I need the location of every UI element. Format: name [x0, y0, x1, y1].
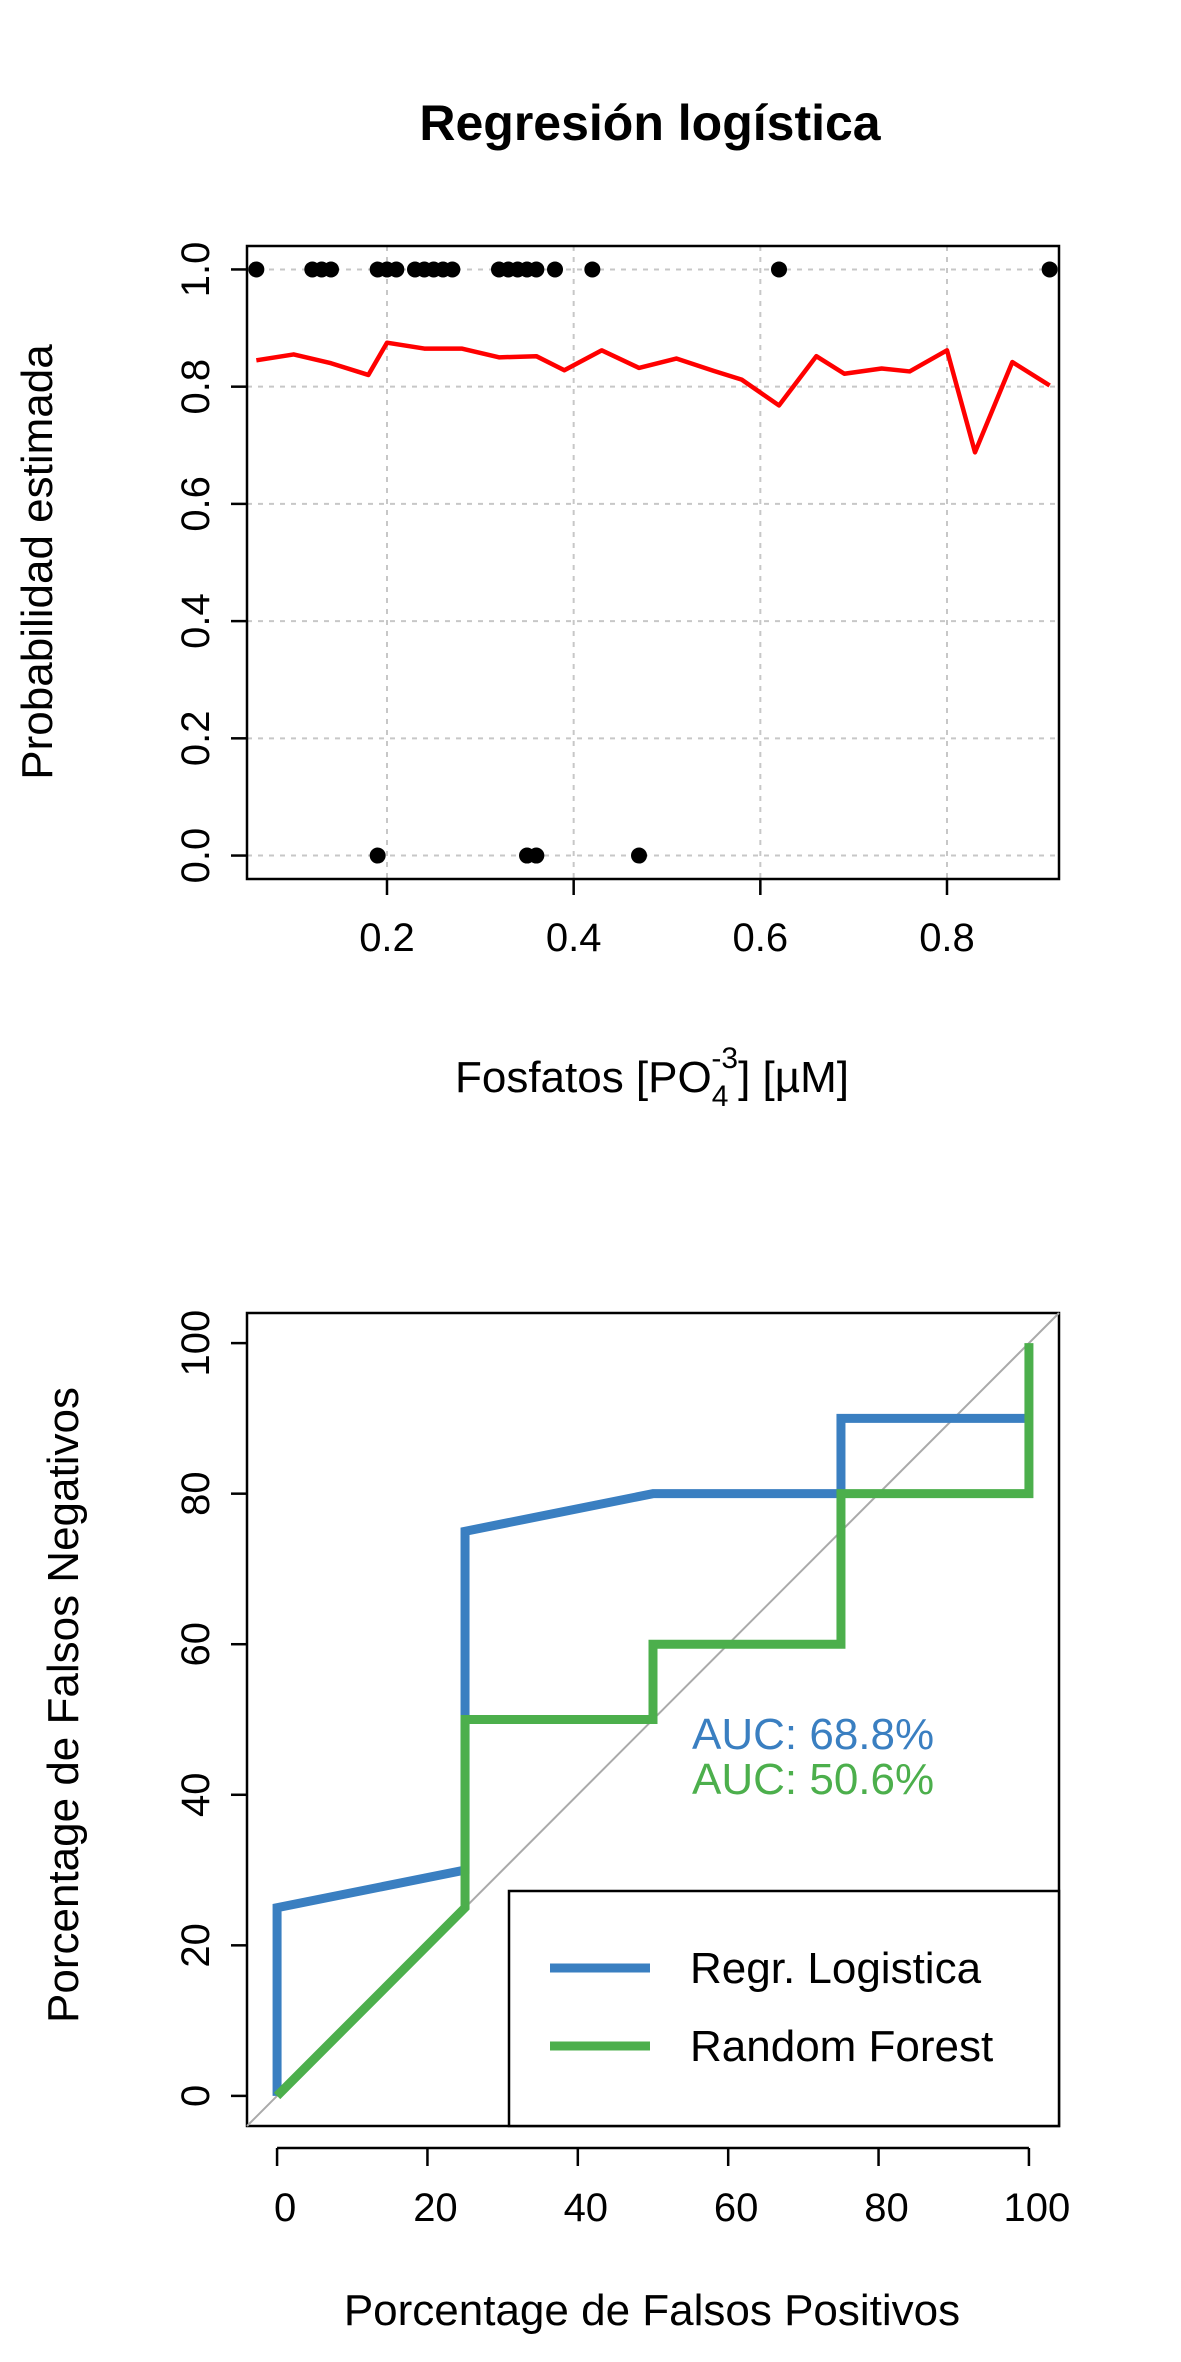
observation-point	[528, 847, 545, 864]
chart-2-x-tick-label-4: 80	[864, 2186, 909, 2230]
chart-1-y-tick-label-2: 0.4	[174, 593, 218, 649]
chart-2-legend: Regr. Logistica Random Forest	[507, 1889, 1061, 2128]
chart-1-x-tick-label-1: 0.4	[546, 916, 602, 960]
chart-1-x-axis-label: Fosfatos [PO4 -3] [µM]	[455, 1042, 849, 1113]
chart-1-x-tick-label-2: 0.6	[733, 916, 789, 960]
observation-point	[631, 847, 647, 864]
chart-1-title: Regresión logística	[419, 95, 881, 151]
x-label-subscript: 4	[712, 1080, 729, 1113]
chart-1-y-tick-label-0: 0.0	[174, 828, 218, 884]
chart-1-grid	[247, 246, 1059, 879]
observation-point	[528, 261, 545, 278]
chart-2-y-tick-label-3: 60	[174, 1622, 218, 1667]
chart-2-y-axis: 0 20 40 60 80 100	[174, 1310, 247, 2107]
chart-2-x-tick-label-0: 0	[274, 2186, 296, 2230]
chart-1-y-tick-label-5: 1.0	[174, 242, 218, 298]
chart-2-x-tick-label-3: 60	[714, 2186, 759, 2230]
auc-annotation-0: AUC: 68.8%	[692, 1710, 934, 1759]
legend-label-regr-logistica: Regr. Logistica	[690, 1944, 982, 1993]
chart-1-x-tick-label-3: 0.8	[919, 916, 975, 960]
chart-2-y-tick-label-2: 40	[174, 1773, 218, 1818]
observation-point	[1041, 261, 1058, 278]
legend-label-random-forest: Random Forest	[690, 2022, 993, 2071]
chart-1-y-axis: 0.0 0.2 0.4 0.6 0.8 1.0	[174, 242, 247, 884]
chart-2-annotations: AUC: 68.8%AUC: 50.6%	[692, 1710, 934, 1804]
chart-2-y-tick-label-0: 0	[174, 2085, 218, 2107]
chart-1-x-tick-label-0: 0.2	[359, 916, 415, 960]
chart-2-series	[272, 1343, 1034, 2100]
chart-1-y-axis-label: Probabilidad estimada	[13, 344, 62, 780]
chart-2-x-tick-label-5: 100	[1004, 2186, 1071, 2230]
chart-2-y-tick-label-5: 100	[174, 1310, 218, 1377]
chart-1-y-tick-label-4: 0.8	[174, 359, 218, 415]
x-label-main: Fosfatos [PO	[455, 1053, 712, 1102]
observation-point	[388, 261, 405, 278]
chart-1-y-tick-label-3: 0.6	[174, 476, 218, 532]
chart-2-x-tick-label-1: 20	[413, 2186, 458, 2230]
error-rate-chart: AUC: 68.8%AUC: 50.6% Regr. Logistica Rand…	[39, 1310, 1070, 2335]
chart-2-x-tick-label-2: 40	[564, 2186, 609, 2230]
chart-2-y-tick-label-4: 80	[174, 1471, 218, 1516]
chart-1-y-tick-label-1: 0.2	[174, 711, 218, 767]
observation-point	[547, 261, 563, 278]
observation-point	[444, 261, 461, 278]
observation-point	[771, 261, 787, 278]
chart-1-x-axis: 0.2 0.4 0.6 0.8	[359, 879, 975, 960]
x-label-rest: ] [µM]	[738, 1053, 849, 1102]
observation-point	[369, 847, 386, 864]
fitted-probability-line	[255, 340, 1051, 455]
logistic-regression-chart: Regresión logística 0.2 0.4 0.6 0.8 0.00.20…	[13, 95, 1061, 1113]
series-line-regr-logistica	[272, 1413, 1029, 2096]
auc-annotation-1: AUC: 50.6%	[692, 1755, 934, 1804]
x-label-superscript: -3	[711, 1042, 738, 1075]
chart-1-observations	[248, 261, 1058, 864]
observation-point	[248, 261, 265, 278]
chart-2-x-axis-label: Porcentage de Falsos Positivos	[344, 2286, 960, 2335]
series-line-random-forest	[273, 1343, 1034, 2100]
chart-1-plot-frame	[245, 244, 1061, 881]
chart-2-y-tick-label-1: 20	[174, 1923, 218, 1968]
observation-point	[584, 261, 601, 278]
observation-point	[323, 261, 339, 278]
chart-2-y-axis-label: Porcentage de Falsos Negativos	[39, 1387, 88, 2023]
legend-box	[507, 1889, 1061, 2128]
chart-2-x-axis: 0 20 40 60 80 100	[274, 2146, 1071, 2230]
